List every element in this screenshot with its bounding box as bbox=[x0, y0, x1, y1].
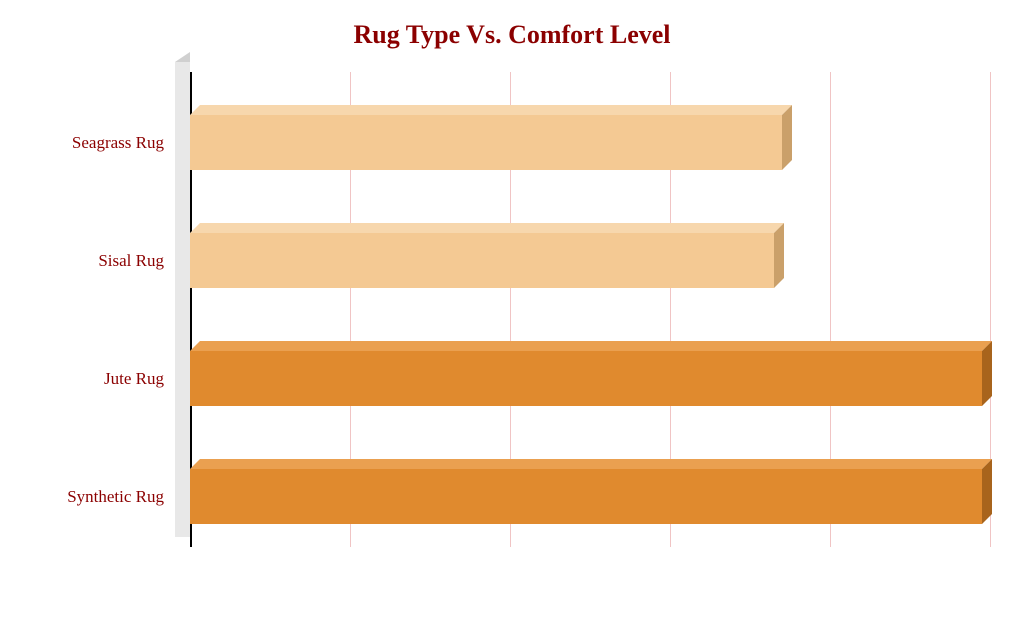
bar-front-face bbox=[190, 233, 774, 288]
bar-side-face bbox=[982, 341, 992, 406]
bar-top-face bbox=[190, 105, 792, 115]
plot-area: Seagrass Rug Sisal Rug Jute Rug Synthetic R… bbox=[190, 72, 990, 547]
chart-container: Rug Type Vs. Comfort Level Seagrass RugS… bbox=[0, 0, 1024, 633]
bar-slot: Synthetic Rug bbox=[190, 469, 990, 524]
bar-side-face bbox=[982, 459, 992, 524]
bar bbox=[190, 469, 982, 524]
bar bbox=[190, 233, 774, 288]
bar-slot: Seagrass Rug bbox=[190, 115, 990, 170]
bar-slot: Sisal Rug bbox=[190, 233, 990, 288]
bar-front-face bbox=[190, 469, 982, 524]
bar-side-face bbox=[774, 223, 784, 288]
y-axis-label: Jute Rug bbox=[104, 369, 164, 389]
bar-slot: Jute Rug bbox=[190, 351, 990, 406]
y-axis-backdrop bbox=[175, 62, 190, 537]
y-axis-label: Seagrass Rug bbox=[72, 133, 164, 153]
chart-title: Rug Type Vs. Comfort Level bbox=[0, 20, 1024, 50]
bar bbox=[190, 115, 782, 170]
bar-top-face bbox=[190, 223, 784, 233]
bar-top-face bbox=[190, 341, 992, 351]
bar-front-face bbox=[190, 115, 782, 170]
bar-side-face bbox=[782, 105, 792, 170]
bar-top-face bbox=[190, 459, 992, 469]
bar-front-face bbox=[190, 351, 982, 406]
y-axis-label: Sisal Rug bbox=[98, 251, 164, 271]
y-axis-label: Synthetic Rug bbox=[67, 487, 164, 507]
bar bbox=[190, 351, 982, 406]
